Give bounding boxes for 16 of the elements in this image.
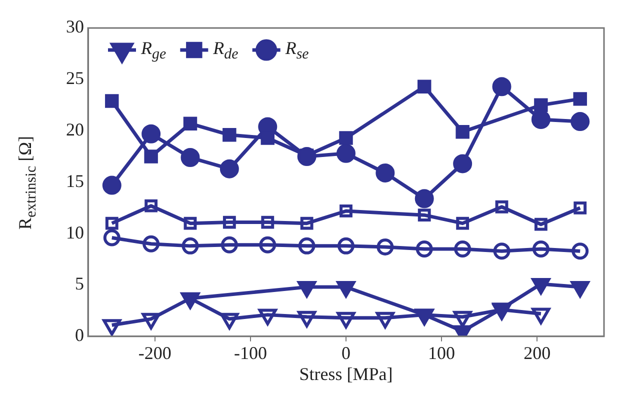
y-tick-label: 20 xyxy=(66,120,84,140)
x-tick-label: -100 xyxy=(234,342,267,363)
y-tick-label: 15 xyxy=(66,170,84,191)
x-tick-label: 0 xyxy=(342,342,350,363)
legend-label: R$_{se}$ xyxy=(285,38,309,64)
y-tick-label: 0 xyxy=(75,325,84,346)
y-tick-label: 30 xyxy=(66,16,84,37)
y-tick-label: 5 xyxy=(75,274,84,294)
x-tick-label: 200 xyxy=(524,342,551,363)
y-tick-label: 25 xyxy=(66,68,84,88)
y-tick-label: 10 xyxy=(66,222,84,242)
x-tick-label: -200 xyxy=(138,342,172,363)
legend-label: R$_{ge}$ xyxy=(141,38,166,64)
x-tick-label: 100 xyxy=(428,342,456,363)
legend-label: R$_{de}$ xyxy=(213,38,238,64)
x-axis-title: Stress [MPa] xyxy=(299,364,393,386)
